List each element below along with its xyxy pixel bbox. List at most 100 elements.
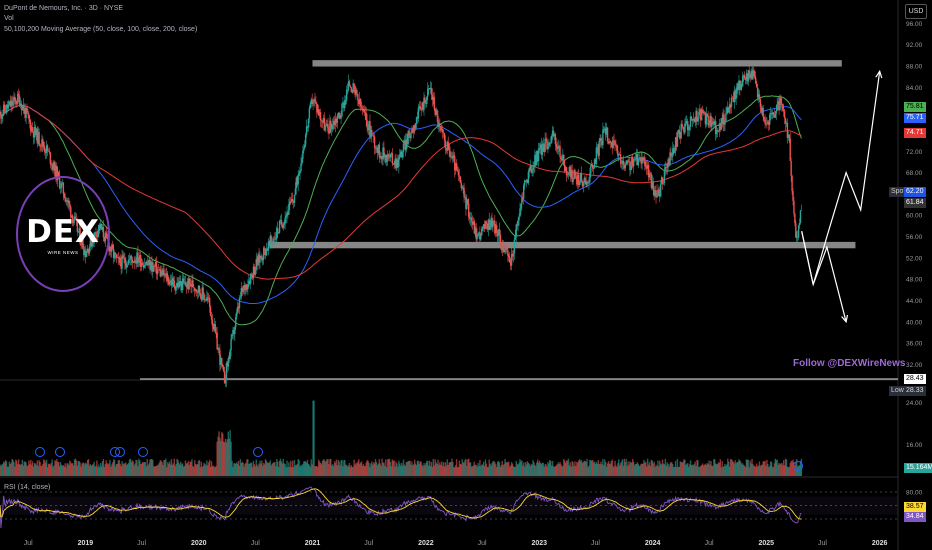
candle-body	[471, 221, 474, 225]
candle	[0, 110, 2, 124]
volume-bar	[790, 460, 792, 476]
volume-bar	[613, 467, 615, 476]
volume-bar	[330, 459, 332, 476]
volume-bar	[110, 466, 112, 476]
candle-body	[791, 175, 793, 191]
candle	[401, 150, 404, 160]
candle	[342, 96, 344, 108]
candle	[110, 245, 112, 258]
volume-bar	[277, 466, 280, 476]
candle	[210, 311, 213, 324]
candle	[411, 125, 413, 134]
candle-body	[675, 137, 678, 147]
volume-bar	[474, 464, 476, 476]
candle	[614, 139, 616, 152]
candle-body	[466, 199, 468, 210]
volume-bar	[339, 465, 341, 476]
candle-body	[381, 156, 383, 160]
candle-body	[795, 222, 797, 238]
volume-bar	[354, 464, 356, 476]
candle-body	[747, 70, 749, 82]
volume-bar	[376, 465, 379, 476]
candle	[232, 326, 234, 337]
candle	[184, 275, 187, 287]
candle-body	[255, 259, 257, 270]
volume-bar	[18, 464, 21, 476]
volume-bar	[63, 466, 65, 476]
candle-body	[44, 147, 46, 152]
price-axis[interactable]: 96.0092.0088.0084.0080.0076.0072.0068.00…	[906, 21, 923, 524]
candle	[438, 120, 440, 133]
volume-bar	[235, 462, 238, 476]
candle	[199, 288, 202, 299]
candle-body	[109, 247, 111, 252]
candle	[29, 115, 31, 129]
candle-body	[474, 227, 476, 234]
candle	[525, 178, 528, 188]
candle-body	[392, 163, 394, 165]
rsi-label[interactable]: RSI (14, close)	[4, 484, 51, 491]
volume-bar	[600, 461, 602, 476]
volume-bar	[413, 464, 415, 476]
candle	[433, 92, 435, 111]
volume-bar	[692, 465, 695, 476]
candle	[273, 236, 275, 246]
candle	[539, 141, 542, 155]
volume-bar	[651, 460, 654, 476]
candle	[729, 102, 732, 114]
candle	[683, 125, 685, 136]
volume-bar	[558, 463, 560, 476]
candle	[586, 180, 588, 188]
candle-body	[212, 325, 215, 330]
volume-bar	[223, 442, 226, 476]
volume-bar	[727, 458, 729, 476]
volume-bar	[758, 461, 761, 476]
candle-body	[325, 125, 327, 127]
candle-body	[435, 110, 437, 115]
candle	[241, 286, 243, 297]
candle-body	[774, 113, 777, 118]
candle-body	[618, 154, 620, 156]
candle	[658, 187, 660, 197]
candle-body	[641, 157, 643, 164]
volume-bar	[775, 460, 777, 476]
candle	[28, 111, 30, 125]
candle	[374, 145, 377, 154]
candle-body	[165, 273, 167, 275]
candle-body	[484, 221, 487, 229]
volume-bar	[308, 464, 311, 476]
candle	[495, 223, 497, 238]
volume-bar	[377, 463, 380, 476]
indicator-label[interactable]: 50,100,200 Moving Average (50, close, 10…	[4, 26, 198, 33]
candle-body	[468, 216, 471, 219]
candle-body	[624, 164, 626, 169]
candle	[290, 197, 292, 205]
candle	[651, 175, 654, 189]
candle-body	[410, 133, 412, 139]
currency-button[interactable]: USD	[905, 4, 927, 19]
candle	[461, 184, 463, 190]
volume-bar	[103, 467, 106, 476]
candle	[271, 238, 273, 249]
time-axis[interactable]: Jul 2019 Jul 2020 Jul 2021 Jul 2022 Jul 2023 Jul 20…	[24, 540, 888, 547]
volume-bar	[289, 466, 291, 476]
candle-body	[545, 138, 547, 140]
time-tick-label: 2020	[191, 540, 207, 547]
candle	[734, 88, 736, 103]
candle-body	[794, 213, 796, 223]
symbol-title[interactable]: DuPont de Nemours, Inc. · 3D · NYSE	[4, 5, 124, 12]
candle	[213, 318, 216, 332]
volume-bar	[167, 462, 169, 476]
candle	[687, 124, 690, 137]
candle-body	[663, 170, 666, 184]
volume-bar	[33, 463, 36, 476]
candle-body	[295, 177, 298, 189]
volume-bar	[14, 466, 16, 476]
candle-body	[345, 89, 348, 101]
candle-body	[772, 112, 775, 116]
candle-body	[529, 165, 531, 168]
candle-body	[555, 144, 558, 147]
candle	[599, 133, 601, 148]
candle-body	[38, 132, 40, 145]
